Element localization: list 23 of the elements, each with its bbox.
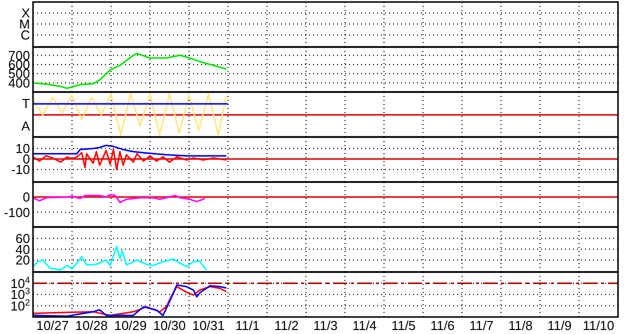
x-tick-label: 10/30 [153,318,186,333]
x-tick-label: 11/6 [430,318,455,333]
x-tick-label: 11/9 [547,318,572,333]
x-tick-label: 11/3 [313,318,338,333]
x-tick-label: 10/28 [75,318,108,333]
text: C [20,28,30,43]
x-tick-label: 10/27 [36,318,69,333]
x-tick-label: 11/2 [274,318,299,333]
x-tick-label: 10/29 [114,318,147,333]
x-tick-label: 11/7 [469,318,494,333]
y-tick-label: 60 [16,230,30,246]
y-tick-label: 20 [16,252,30,268]
x-tick-label: 11/10 [582,318,614,333]
x-tick-label: 10/31 [192,318,225,333]
x-tick-label: 11/4 [352,318,377,333]
y-tick-label: -100 [4,204,30,220]
text: A [21,118,30,134]
text: X [21,6,30,21]
y-tick-label: 0 [22,190,30,205]
x-tick-label: 11/8 [508,318,533,333]
x-tick-label: 11/1 [235,318,260,333]
x-tick-label: 11/5 [391,318,416,333]
text: T [22,96,30,111]
